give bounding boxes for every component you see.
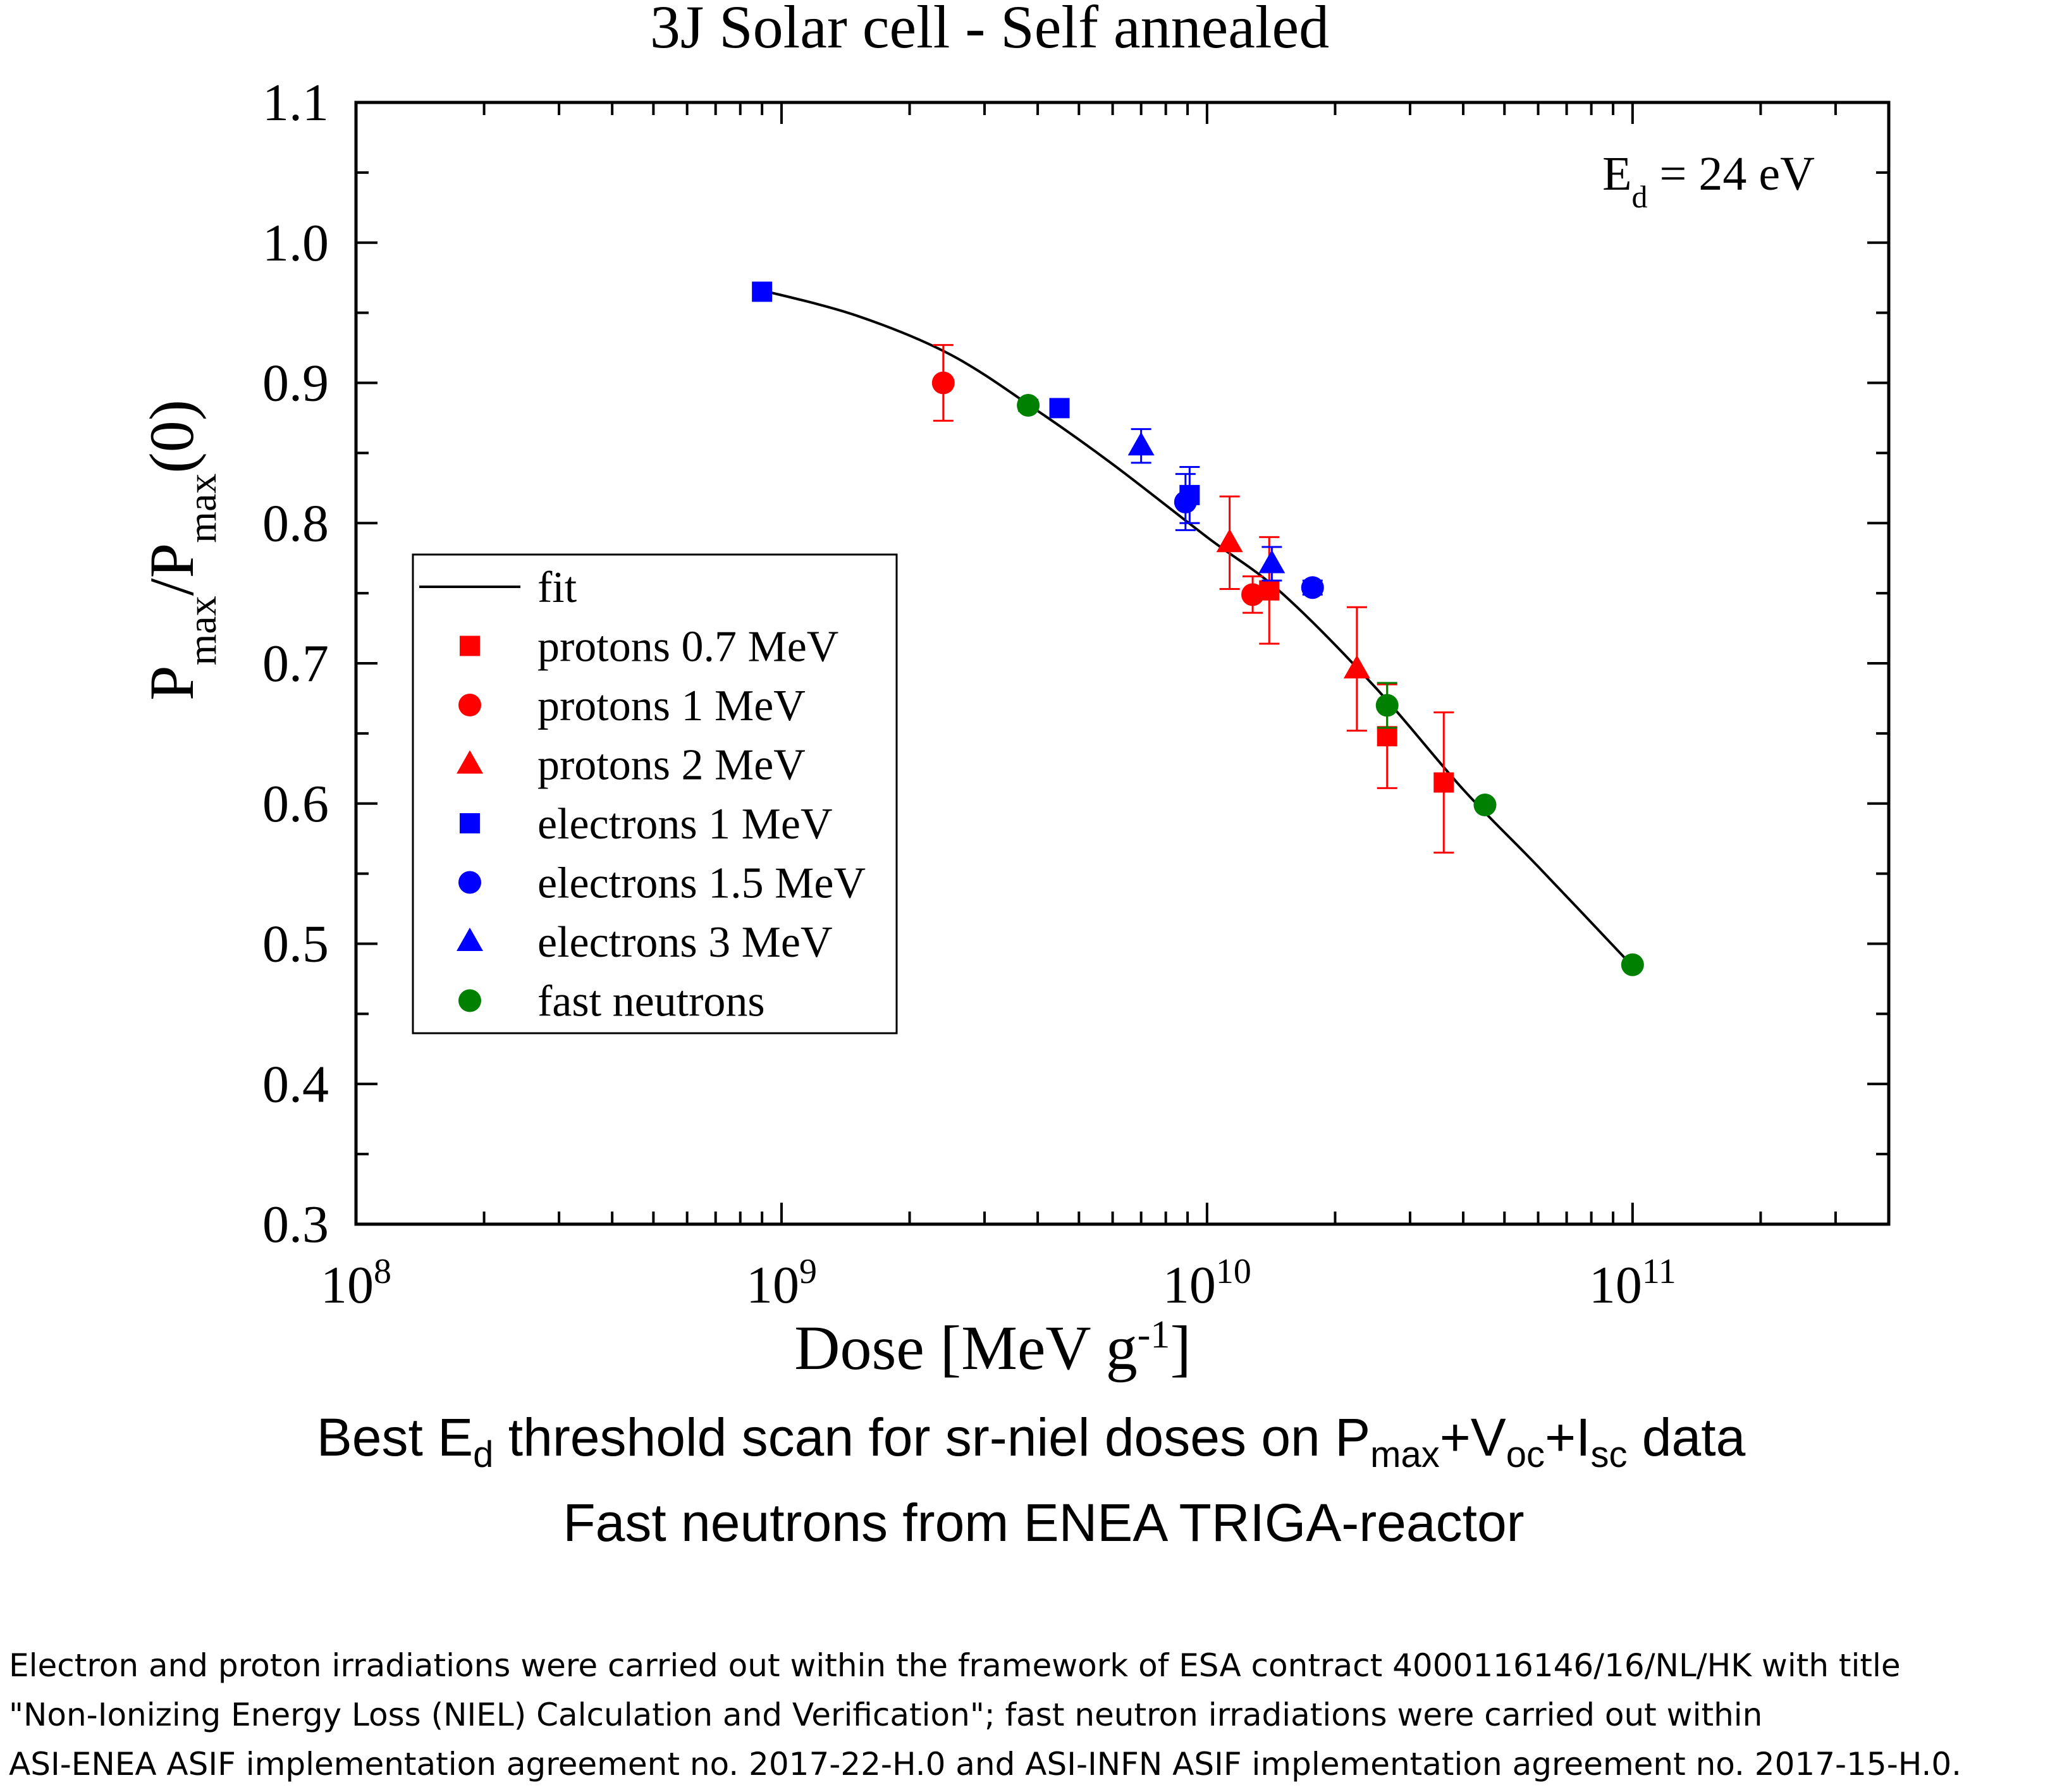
x-tick-labels: 108 109 1010 1011: [321, 1252, 1676, 1315]
x-axis-label: Dose [MeV g-1]: [794, 1313, 1191, 1383]
data-point: [1017, 393, 1040, 417]
footnote-line-3: ASI-ENEA ASIF implementation agreement n…: [9, 1746, 1962, 1783]
legend: fit protons 0.7 MeV protons 1 MeV protons 2…: [412, 553, 898, 1034]
caption-line-2: Fast neutrons from ENEA TRIGA-reactor: [563, 1493, 1525, 1552]
legend-label: protons 1 MeV: [537, 682, 806, 730]
y-tick-label: 1.0: [262, 214, 329, 273]
legend-marker: [458, 989, 481, 1012]
x-tick-label: 109: [746, 1252, 817, 1315]
legend-label: fit: [537, 563, 577, 612]
axis-ticks: [355, 101, 1890, 1225]
ed-annotation: Ed = 24 eV: [1602, 147, 1815, 214]
y-tick-label: 0.5: [262, 915, 329, 974]
y-tick-label: 0.9: [262, 354, 329, 413]
data-point: [1258, 549, 1286, 574]
data-point: [931, 371, 955, 395]
data-point: [1216, 529, 1243, 553]
y-tick-label: 1.1: [262, 73, 329, 132]
legend-label: electrons 1 MeV: [537, 800, 833, 849]
data-points: [752, 281, 1644, 976]
y-axis-label: Pmax/Pmax(0): [137, 400, 224, 701]
data-point: [1433, 772, 1454, 793]
y-tick-label: 0.8: [262, 494, 329, 553]
y-tick-labels: 0.3 0.4 0.5 0.6 0.7 0.8 0.9 1.0 1.1: [262, 73, 329, 1254]
chart-title: 3J Solar cell - Self annealed: [650, 0, 1329, 61]
data-point: [1241, 583, 1265, 606]
data-point: [1049, 398, 1070, 419]
data-point: [1174, 490, 1197, 513]
data-point: [1127, 432, 1155, 456]
legend-marker: [457, 750, 483, 774]
legend-label: electrons 3 MeV: [537, 918, 833, 967]
data-point: [1377, 726, 1397, 747]
y-tick-label: 0.3: [262, 1195, 329, 1254]
footnote-line-2: "Non-Ionizing Energy Loss (NIEL) Calcula…: [9, 1697, 1763, 1733]
legend-marker: [460, 635, 480, 656]
fit-line: [761, 289, 1634, 967]
legend-marker: [458, 694, 481, 716]
y-tick-label: 0.4: [262, 1055, 329, 1114]
legend-label: fast neutrons: [537, 978, 765, 1026]
x-axis-label-sup: -1: [1138, 1313, 1170, 1356]
y-tick-label: 0.7: [262, 634, 329, 693]
data-point: [1473, 793, 1497, 816]
y-tick-label: 0.6: [262, 775, 329, 833]
legend-label: electrons 1.5 MeV: [537, 859, 866, 908]
footnote-line-1: Electron and proton irradiations were ca…: [9, 1647, 1901, 1684]
data-point: [1343, 654, 1370, 678]
legend-marker: [457, 928, 483, 951]
legend-marker: [458, 871, 481, 894]
caption-line-1: Best Ed threshold scan for sr-niel doses…: [316, 1408, 1746, 1475]
x-tick-label: 108: [321, 1252, 391, 1315]
x-tick-label: 1010: [1163, 1252, 1251, 1315]
data-point: [1301, 576, 1324, 599]
legend-box: [412, 553, 898, 1034]
legend-label: protons 2 MeV: [537, 741, 806, 790]
legend-label: protons 0.7 MeV: [537, 623, 838, 672]
data-point: [752, 281, 773, 302]
chart: 3J Solar cell - Self annealed 108 109 1010…: [137, 0, 1891, 1383]
legend-marker: [460, 813, 480, 833]
data-point: [1621, 953, 1644, 976]
x-tick-label: 1011: [1589, 1252, 1676, 1315]
data-point: [1375, 694, 1399, 717]
